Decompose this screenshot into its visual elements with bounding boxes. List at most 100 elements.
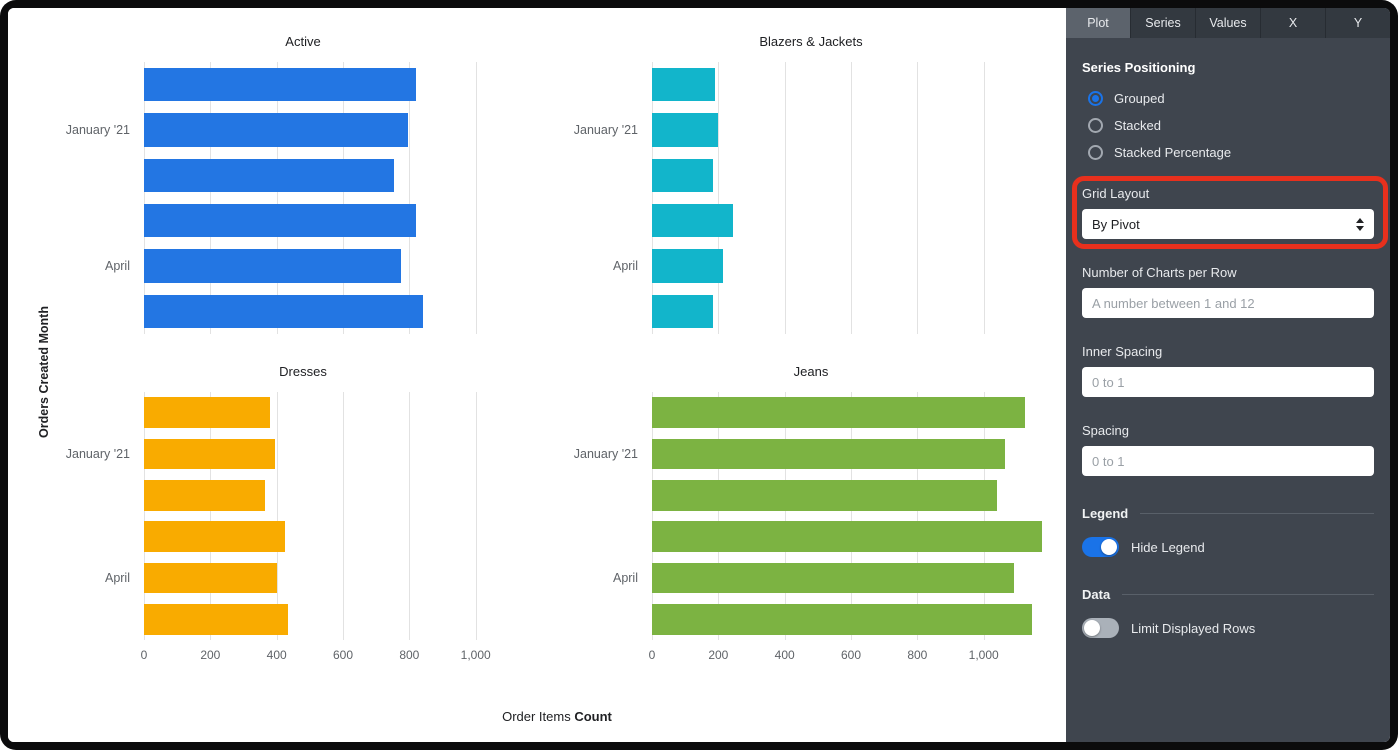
x-axis-title-field: Count (574, 709, 612, 724)
select-arrows-icon (1356, 217, 1364, 231)
grid-layout-section: Grid Layout By Pivot (1072, 176, 1388, 249)
y-tick-label (64, 475, 144, 516)
bar[interactable] (144, 521, 285, 552)
panel-tab-bar: Plot Series Values X Y (1066, 8, 1390, 38)
radio-stacked-percentage[interactable]: Stacked Percentage (1088, 145, 1374, 160)
y-tick-label (64, 392, 144, 433)
hide-legend-row: Hide Legend (1082, 537, 1374, 557)
bar[interactable] (144, 397, 271, 428)
y-tick-label (572, 153, 652, 198)
bar[interactable] (652, 67, 716, 102)
gridline (210, 62, 212, 334)
charts-per-row-input[interactable] (1082, 288, 1374, 318)
tab-values[interactable]: Values (1196, 8, 1261, 38)
radio-stacked-percentage-label: Stacked Percentage (1114, 145, 1232, 160)
data-section-title: Data (1082, 587, 1374, 602)
grid-layout-label: Grid Layout (1082, 186, 1150, 201)
legend-section-title: Legend (1082, 506, 1374, 521)
gridline (276, 62, 278, 334)
gridline (718, 62, 720, 334)
y-tick-label (572, 599, 652, 640)
bar[interactable] (144, 604, 289, 635)
y-tick-label: April (612, 570, 638, 585)
hide-legend-toggle[interactable] (1082, 537, 1119, 557)
gridline (784, 392, 786, 640)
x-tick-label: 600 (332, 648, 354, 662)
gridline (784, 62, 786, 334)
y-tick-label: January '21 (573, 446, 638, 461)
gridline (851, 392, 852, 640)
chart-title: Blazers & Jackets (759, 34, 863, 49)
tab-x[interactable]: X (1261, 8, 1326, 38)
y-tick-label (572, 289, 652, 334)
bar[interactable] (652, 203, 734, 238)
y-tick-label (64, 153, 144, 198)
inner-spacing-input[interactable] (1082, 367, 1374, 397)
app-window: Orders Created Month Active January '21 Ap… (8, 8, 1390, 742)
radio-unselected-icon (1088, 145, 1103, 160)
bar[interactable] (652, 294, 714, 329)
bar[interactable] (652, 480, 997, 511)
spacing-input[interactable] (1082, 446, 1374, 476)
bar[interactable] (144, 562, 277, 594)
data-title-text: Data (1082, 587, 1111, 602)
bar[interactable] (652, 521, 1042, 552)
bar[interactable] (652, 562, 1014, 594)
gridline (343, 62, 344, 334)
limit-displayed-rows-toggle[interactable] (1082, 618, 1119, 638)
series-positioning-title: Series Positioning (1082, 60, 1196, 75)
y-tick-label (572, 475, 652, 516)
y-tick-label (64, 289, 144, 334)
bar[interactable] (652, 158, 714, 193)
tab-series[interactable]: Series (1131, 8, 1196, 38)
charts-per-row-label: Number of Charts per Row (1082, 265, 1237, 280)
toggle-knob (1084, 620, 1100, 636)
x-axis-ticks: 0 200 400 600 800 1,000 (141, 644, 542, 664)
bar[interactable] (144, 438, 275, 470)
bar[interactable] (652, 113, 719, 147)
x-tick-label: 200 (708, 648, 729, 662)
x-tick-label: 200 (200, 648, 221, 662)
charts-grid: Active January '21 April Blazers & Jackets J… (64, 34, 1050, 664)
gridline (652, 62, 653, 334)
gridline (343, 392, 344, 640)
chart-title: Active (285, 34, 321, 49)
bar[interactable] (144, 480, 266, 511)
grid-layout-select[interactable]: By Pivot (1082, 209, 1374, 239)
hide-legend-label: Hide Legend (1131, 539, 1205, 555)
x-tick-label: 1,000 (968, 648, 999, 662)
toggle-knob (1101, 539, 1117, 555)
bar[interactable] (144, 249, 402, 283)
x-tick-label: 600 (840, 648, 862, 662)
y-tick-label (64, 62, 144, 107)
bar[interactable] (144, 294, 423, 329)
plot-area (144, 62, 542, 334)
y-tick-label (572, 516, 652, 557)
bar[interactable] (144, 113, 408, 147)
y-tick-label: January '21 (65, 446, 130, 461)
y-tick-label (572, 392, 652, 433)
bar[interactable] (652, 438, 1006, 470)
bar[interactable] (652, 397, 1026, 428)
radio-selected-icon (1088, 91, 1103, 106)
radio-stacked-label: Stacked (1114, 118, 1161, 133)
bar[interactable] (144, 158, 395, 193)
bar[interactable] (144, 67, 416, 102)
bar[interactable] (144, 203, 416, 238)
radio-unselected-icon (1088, 118, 1103, 133)
gridline (917, 62, 919, 334)
grid-layout-selected-value: By Pivot (1092, 216, 1140, 232)
bar[interactable] (652, 249, 724, 283)
tab-y[interactable]: Y (1353, 16, 1363, 30)
gridline (652, 392, 653, 640)
tab-plot[interactable]: Plot (1066, 8, 1131, 38)
plot-area (652, 392, 1050, 640)
bar[interactable] (652, 604, 1032, 635)
gridline (851, 62, 852, 334)
y-tick-label: April (104, 258, 130, 273)
radio-stacked[interactable]: Stacked (1088, 118, 1374, 133)
config-panel: Plot Series Values X Y Series Positionin… (1066, 8, 1390, 742)
limit-rows-row: Limit Displayed Rows (1082, 618, 1374, 638)
radio-grouped[interactable]: Grouped (1088, 91, 1374, 106)
